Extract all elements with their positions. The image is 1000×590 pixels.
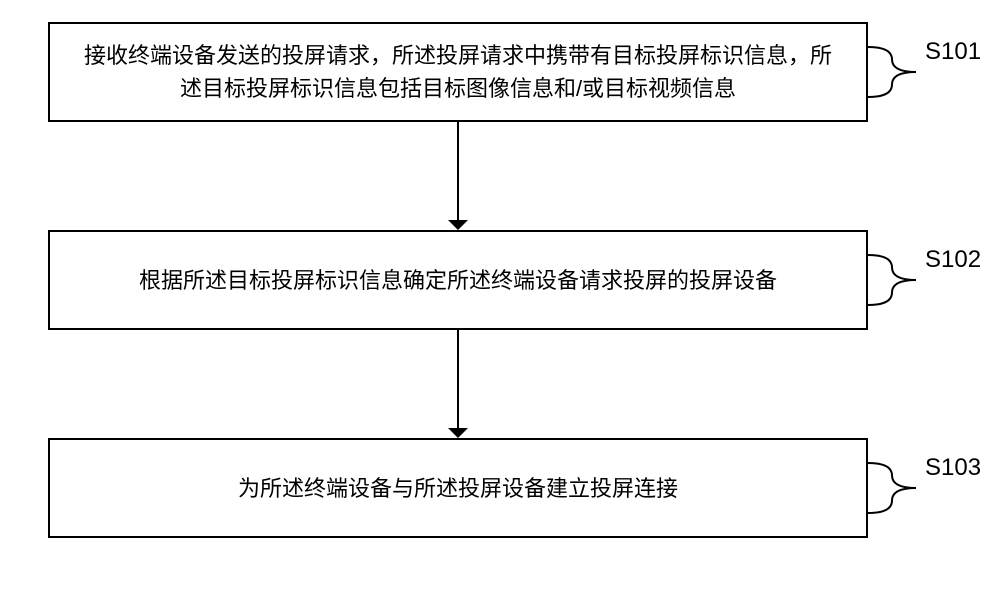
flowchart-canvas: 接收终端设备发送的投屏请求，所述投屏请求中携带有目标投屏标识信息，所述目标投屏标…	[0, 0, 1000, 590]
bracket-s103	[868, 438, 920, 538]
node-text: 接收终端设备发送的投屏请求，所述投屏请求中携带有目标投屏标识信息，所述目标投屏标…	[74, 39, 842, 105]
node-text: 为所述终端设备与所述投屏设备建立投屏连接	[238, 472, 678, 505]
flowchart-node-s103: 为所述终端设备与所述投屏设备建立投屏连接	[48, 438, 868, 538]
bracket-s102	[868, 230, 920, 330]
step-label-s103: S103	[925, 454, 981, 482]
arrow-head-icon	[448, 428, 468, 438]
node-text: 根据所述目标投屏标识信息确定所述终端设备请求投屏的投屏设备	[139, 264, 777, 297]
step-label-s101: S101	[925, 38, 981, 66]
arrow-s101-s102	[457, 122, 459, 220]
arrow-s102-s103	[457, 330, 459, 428]
step-label-s102: S102	[925, 246, 981, 274]
flowchart-node-s102: 根据所述目标投屏标识信息确定所述终端设备请求投屏的投屏设备	[48, 230, 868, 330]
arrow-head-icon	[448, 220, 468, 230]
flowchart-node-s101: 接收终端设备发送的投屏请求，所述投屏请求中携带有目标投屏标识信息，所述目标投屏标…	[48, 22, 868, 122]
bracket-s101	[868, 22, 920, 122]
